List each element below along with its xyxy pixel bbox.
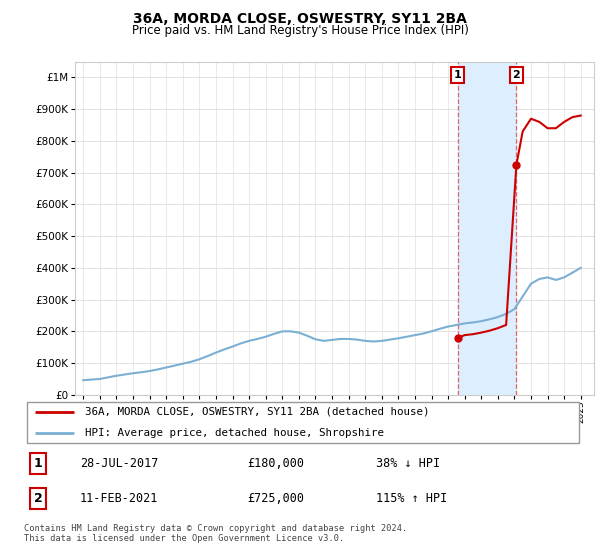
Text: 115% ↑ HPI: 115% ↑ HPI [376, 492, 447, 505]
Text: 1: 1 [454, 70, 461, 80]
Text: 38% ↓ HPI: 38% ↓ HPI [376, 457, 440, 470]
Text: Price paid vs. HM Land Registry's House Price Index (HPI): Price paid vs. HM Land Registry's House … [131, 24, 469, 36]
Text: 2: 2 [512, 70, 520, 80]
FancyBboxPatch shape [27, 402, 579, 443]
Text: 1: 1 [34, 457, 43, 470]
Text: 36A, MORDA CLOSE, OSWESTRY, SY11 2BA (detached house): 36A, MORDA CLOSE, OSWESTRY, SY11 2BA (de… [85, 407, 430, 417]
Text: 11-FEB-2021: 11-FEB-2021 [80, 492, 158, 505]
Text: 36A, MORDA CLOSE, OSWESTRY, SY11 2BA: 36A, MORDA CLOSE, OSWESTRY, SY11 2BA [133, 12, 467, 26]
Text: £180,000: £180,000 [247, 457, 304, 470]
Bar [458, 62, 517, 395]
Text: 2: 2 [34, 492, 43, 505]
Text: 28-JUL-2017: 28-JUL-2017 [80, 457, 158, 470]
Text: Contains HM Land Registry data © Crown copyright and database right 2024.
This d: Contains HM Land Registry data © Crown c… [24, 524, 407, 543]
Text: HPI: Average price, detached house, Shropshire: HPI: Average price, detached house, Shro… [85, 428, 385, 438]
Text: £725,000: £725,000 [247, 492, 304, 505]
